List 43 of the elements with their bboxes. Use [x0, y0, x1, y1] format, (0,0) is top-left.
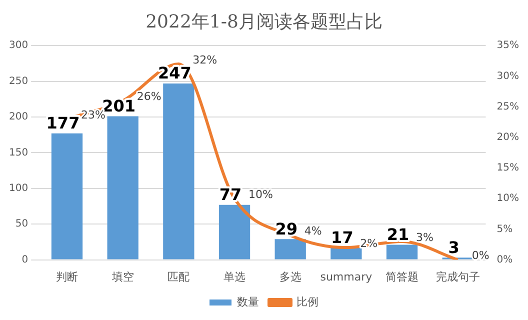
y-tick-label: 50	[15, 218, 28, 230]
x-tick-label: 多选	[279, 270, 302, 284]
data-label: 0%	[472, 249, 490, 262]
y2-tick-label: 20%	[496, 132, 520, 143]
bar	[163, 83, 194, 260]
x-tick-label: 完成句子	[436, 270, 480, 284]
x-tick-label: summary	[320, 270, 373, 284]
x-tick-label: 填空	[110, 270, 134, 284]
y-tick-label: 0	[22, 254, 28, 266]
legend-label: 数量	[237, 295, 259, 308]
data-label: 21	[386, 224, 410, 244]
y2-tick-label: 30%	[496, 70, 520, 82]
y2-tick-label: 15%	[496, 162, 520, 174]
bar	[330, 248, 362, 260]
bar	[218, 204, 250, 260]
legend-label: 比例	[296, 295, 318, 308]
bar	[274, 239, 306, 260]
data-label: 10%	[248, 188, 273, 201]
data-label: 177	[46, 114, 80, 133]
x-tick-label: 判断	[56, 270, 78, 284]
y-tick-label: 100	[8, 182, 28, 194]
x-tick-label: 单选	[224, 270, 246, 284]
bar	[51, 133, 83, 260]
data-label: 3	[448, 238, 460, 257]
bar	[107, 116, 138, 260]
y2-tick-label: 35%	[496, 40, 520, 52]
x-tick-label: 简答题	[386, 270, 419, 284]
y-tick-label: 250	[8, 76, 28, 87]
x-tick-label: 匹配	[168, 270, 190, 284]
y2-tick-label: 0%	[496, 254, 513, 266]
bar	[386, 244, 418, 260]
data-label: 17	[331, 228, 354, 247]
chart-title: 2022年1-8月阅读各题型占比	[146, 11, 382, 32]
y-tick-label: 200	[8, 112, 28, 123]
data-label: 32%	[192, 53, 218, 66]
data-label: 26%	[136, 90, 162, 104]
y2-tick-label: 5%	[496, 224, 513, 235]
data-label: 4%	[304, 224, 322, 238]
y-tick-label: 300	[8, 40, 28, 52]
y2-tick-label: 10%	[496, 193, 520, 204]
y-tick-label: 150	[8, 147, 28, 158]
data-label: 3%	[416, 230, 434, 244]
y2-tick-label: 25%	[496, 101, 520, 112]
